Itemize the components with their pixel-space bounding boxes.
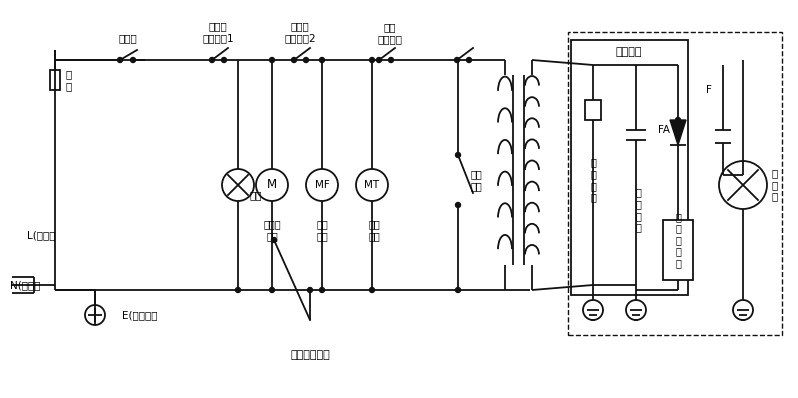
Circle shape <box>467 57 472 62</box>
Circle shape <box>456 203 460 207</box>
Circle shape <box>369 287 374 293</box>
Circle shape <box>271 238 276 242</box>
Text: 炉灯: 炉灯 <box>250 190 263 200</box>
Circle shape <box>270 287 275 293</box>
Text: MT: MT <box>365 180 380 190</box>
Bar <box>568 32 782 335</box>
Text: 温控器: 温控器 <box>119 33 137 43</box>
Text: N(零线）: N(零线） <box>10 280 41 290</box>
Text: 定时器
电机: 定时器 电机 <box>263 219 281 241</box>
Circle shape <box>456 152 460 158</box>
Circle shape <box>456 287 460 293</box>
Text: 高
压
整
流
器: 高 压 整 流 器 <box>675 212 681 268</box>
Text: 高
压
熔
丝: 高 压 熔 丝 <box>590 158 596 203</box>
Text: E(接地线）: E(接地线） <box>122 310 158 320</box>
Text: L(相线）: L(相线） <box>27 230 56 240</box>
Text: 转盘
电机: 转盘 电机 <box>368 219 380 241</box>
Text: 一级
联锁开关: 一级 联锁开关 <box>377 22 402 44</box>
Text: M: M <box>267 178 277 191</box>
Circle shape <box>270 57 275 62</box>
Circle shape <box>210 57 215 62</box>
Text: 定时器
控制开关2: 定时器 控制开关2 <box>284 21 316 43</box>
Circle shape <box>675 117 681 123</box>
Circle shape <box>117 57 123 62</box>
Circle shape <box>303 57 309 62</box>
Circle shape <box>389 57 393 62</box>
Circle shape <box>377 57 381 62</box>
Text: 高
压
电
容: 高 压 电 容 <box>635 187 641 232</box>
Text: 磁
控
管: 磁 控 管 <box>772 168 778 202</box>
Circle shape <box>235 287 240 293</box>
Circle shape <box>307 287 313 293</box>
Text: 风扇
电机: 风扇 电机 <box>316 219 328 241</box>
Text: FA: FA <box>658 125 670 135</box>
Circle shape <box>369 57 374 62</box>
Text: 二级联锁开关: 二级联锁开关 <box>290 350 330 360</box>
Circle shape <box>291 57 297 62</box>
Text: 定时器
控制开关1: 定时器 控制开关1 <box>202 21 234 43</box>
Bar <box>50 70 60 90</box>
Text: F: F <box>706 85 712 95</box>
Bar <box>571 40 688 295</box>
Text: 高压电容: 高压电容 <box>616 47 642 57</box>
Text: 监控
开关: 监控 开关 <box>470 169 482 191</box>
Circle shape <box>131 57 136 62</box>
Circle shape <box>319 57 325 62</box>
Circle shape <box>222 57 227 62</box>
Text: MF: MF <box>314 180 330 190</box>
Polygon shape <box>670 120 686 145</box>
Circle shape <box>455 57 460 62</box>
Text: 熔
丝: 熔 丝 <box>66 69 72 91</box>
Circle shape <box>319 287 325 293</box>
Bar <box>585 100 601 120</box>
Bar <box>663 220 693 280</box>
